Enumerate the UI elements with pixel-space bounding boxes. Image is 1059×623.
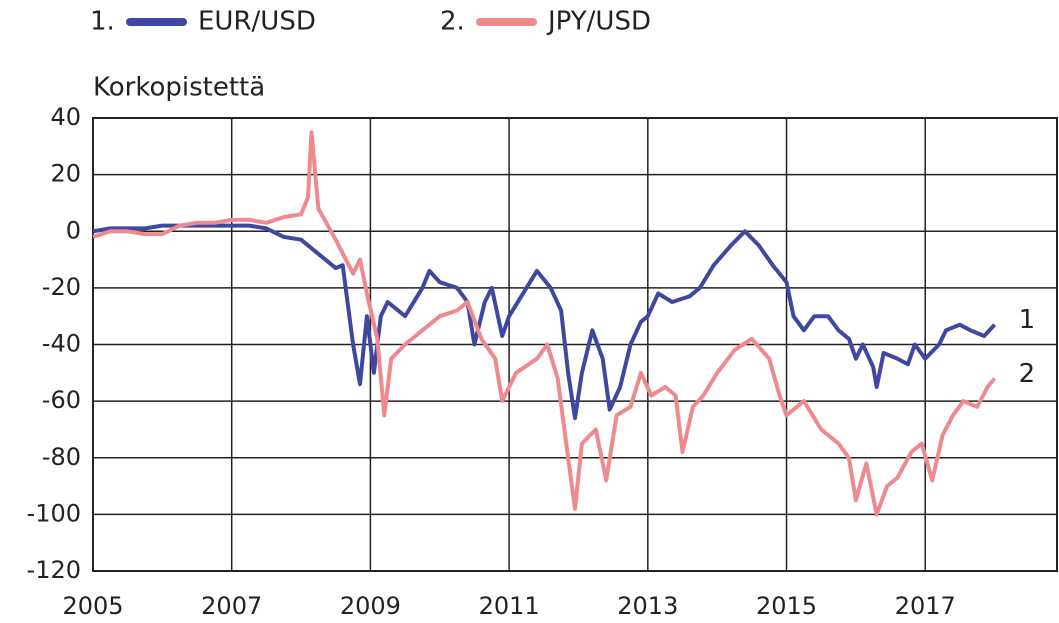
end-label: 2 (1019, 359, 1036, 389)
y-tick-label: -80 (42, 443, 81, 471)
legend-label: JPY/USD (546, 7, 651, 37)
x-tick-label: 2009 (340, 592, 401, 620)
y-tick-label: 40 (50, 103, 81, 131)
end-label: 1 (1019, 305, 1036, 335)
x-tick-label: 2015 (756, 592, 817, 620)
x-tick-label: 2017 (895, 592, 956, 620)
y-tick-label: -60 (42, 386, 81, 414)
series-line (92, 223, 997, 421)
y-tick-label: -20 (42, 273, 81, 301)
plot-frame (92, 117, 1058, 572)
series-line (92, 130, 997, 517)
y-tick-label: -40 (42, 330, 81, 358)
x-tick-label: 2011 (479, 592, 540, 620)
y-tick-label: -120 (27, 556, 81, 584)
legend-number: 2. (440, 7, 465, 37)
y-tick-label: 0 (66, 216, 81, 244)
y-axis-label: Korkopistettä (93, 73, 265, 103)
legend-label: EUR/USD (198, 7, 316, 37)
x-tick-label: 2007 (201, 592, 262, 620)
x-tick-label: 2005 (62, 592, 123, 620)
y-tick-label: -100 (27, 499, 81, 527)
x-tick-label: 2013 (617, 592, 678, 620)
y-tick-label: 20 (50, 160, 81, 188)
legend-number: 1. (90, 7, 115, 37)
